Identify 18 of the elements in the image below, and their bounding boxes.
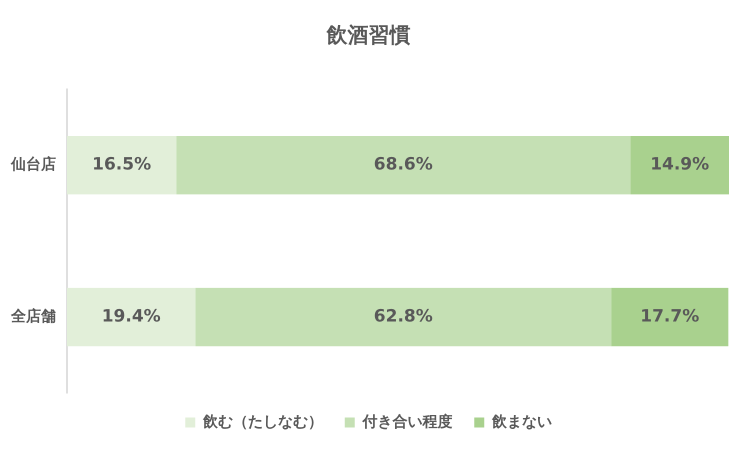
data-label: 17.7% bbox=[640, 306, 700, 326]
y-tick-label: 全店舗 bbox=[10, 306, 56, 325]
data-label: 19.4% bbox=[102, 306, 161, 326]
bar bbox=[611, 288, 728, 346]
y-tick-label: 仙台店 bbox=[10, 155, 56, 174]
legend-label: 飲まない bbox=[490, 412, 552, 430]
bar bbox=[67, 288, 196, 346]
bar bbox=[630, 136, 729, 194]
data-label: 62.8% bbox=[374, 306, 433, 326]
data-label: 16.5% bbox=[92, 154, 152, 175]
chart-title: 飲酒習慣 bbox=[326, 23, 410, 48]
bar bbox=[67, 136, 176, 194]
legend-label: 付き合い程度 bbox=[361, 412, 452, 430]
data-label: 68.6% bbox=[374, 154, 433, 175]
legend-label: 飲む（たしなむ） bbox=[202, 412, 323, 430]
data-label: 14.9% bbox=[650, 154, 710, 175]
bar bbox=[176, 136, 630, 194]
bar bbox=[195, 288, 612, 346]
